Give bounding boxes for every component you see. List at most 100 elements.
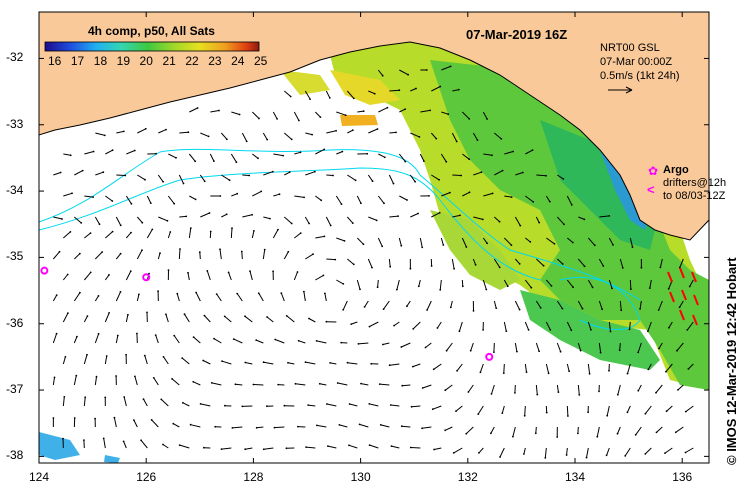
current-arrow-head (571, 241, 574, 244)
current-arrow (441, 65, 451, 71)
current-arrow-head (634, 433, 637, 436)
current-arrow (556, 342, 562, 352)
current-arrow (221, 360, 232, 365)
current-arrow-head (318, 382, 321, 385)
current-arrow (535, 384, 538, 395)
current-arrow-head (187, 131, 190, 134)
current-arrow-head (538, 350, 540, 353)
current-arrow-head (474, 263, 477, 266)
current-arrow-head (668, 326, 670, 329)
current-arrow-head (192, 336, 195, 338)
current-arrow (420, 109, 431, 113)
current-arrow-head (425, 69, 428, 71)
current-arrow (330, 362, 337, 365)
current-arrow-head (311, 133, 313, 136)
current-arrow (482, 111, 488, 120)
current-arrow-head (565, 454, 568, 456)
current-arrow-head (659, 266, 662, 269)
colorbar-tick-label: 24 (231, 54, 245, 68)
current-arrow (105, 195, 113, 202)
current-arrow (84, 151, 94, 155)
current-arrow-head (386, 106, 389, 109)
current-arrow (52, 251, 60, 260)
current-arrow (378, 153, 386, 158)
current-arrow (136, 216, 143, 224)
current-arrow-head (406, 305, 408, 308)
current-arrow-head (438, 178, 440, 181)
current-arrow-head (115, 375, 117, 377)
current-arrow (606, 447, 610, 456)
current-arrow-head (218, 109, 220, 112)
current-arrow (308, 404, 316, 407)
current-arrow-head (178, 444, 181, 446)
current-arrow (556, 384, 559, 393)
current-arrow (230, 228, 233, 239)
drifter-legend-icon: < (647, 182, 655, 197)
x-tick-label: 134 (565, 470, 586, 484)
current-arrow-head (414, 180, 416, 183)
current-arrow-head (556, 436, 559, 438)
current-arrow-head (189, 423, 192, 426)
current-arrow (431, 212, 440, 218)
current-arrow (461, 111, 470, 120)
current-arrow-head (308, 317, 310, 320)
current-arrow-head (458, 330, 461, 333)
current-arrow-head (305, 446, 307, 448)
current-arrow (63, 231, 71, 239)
current-arrow-head (199, 403, 202, 405)
current-arrow (273, 153, 284, 157)
current-arrow-head (502, 372, 505, 374)
current-arrow-head (335, 129, 337, 132)
current-arrow-head (421, 246, 424, 249)
current-arrow (163, 356, 169, 365)
current-arrow (410, 447, 421, 449)
current-arrow (211, 382, 222, 386)
current-arrow (263, 447, 274, 450)
current-arrow (167, 231, 171, 239)
current-arrow-head (322, 274, 325, 277)
current-arrow (347, 129, 354, 134)
current-arrow-head (266, 316, 268, 318)
current-arrow (137, 174, 146, 181)
current-arrow (241, 251, 243, 260)
current-arrow-head (378, 383, 381, 385)
current-arrow (204, 315, 211, 323)
current-arrow-head (130, 231, 132, 234)
current-arrow-head (500, 138, 503, 140)
current-arrow-head (667, 287, 670, 290)
y-tick-label: -34 (6, 183, 24, 198)
current-arrow-head (277, 383, 280, 386)
current-arrow-head (583, 218, 586, 221)
current-arrow (143, 398, 148, 407)
current-arrow-head (501, 169, 504, 172)
legend-drifters-2: to 08/03-12Z (663, 190, 726, 202)
current-arrow-head (241, 405, 244, 408)
current-arrow-head (626, 372, 629, 375)
current-arrow-head (203, 314, 206, 317)
current-arrow-head (244, 315, 246, 318)
current-arrow (433, 447, 442, 450)
current-arrow-head (141, 221, 144, 224)
current-arrow-head (342, 283, 345, 285)
current-arrow-head (417, 212, 419, 215)
current-arrow-head (376, 286, 379, 289)
current-arrow-head (428, 195, 430, 197)
current-arrow (626, 405, 631, 413)
current-arrow (406, 300, 411, 307)
current-arrow-head (277, 228, 279, 231)
current-arrow-head (221, 360, 224, 363)
current-arrow-head (329, 224, 332, 227)
current-arrow (113, 417, 117, 428)
current-arrow (52, 377, 55, 386)
current-arrow-head (78, 252, 81, 255)
current-arrow-head (647, 330, 649, 333)
current-arrow (272, 111, 278, 120)
current-arrow-head (449, 191, 451, 194)
current-arrow (368, 90, 375, 95)
current-arrow-head (111, 149, 114, 152)
current-arrow-head (676, 349, 678, 352)
current-arrow (473, 171, 482, 176)
land-mass (38, 11, 710, 241)
current-arrow-head (404, 160, 407, 163)
current-arrow (315, 274, 324, 281)
